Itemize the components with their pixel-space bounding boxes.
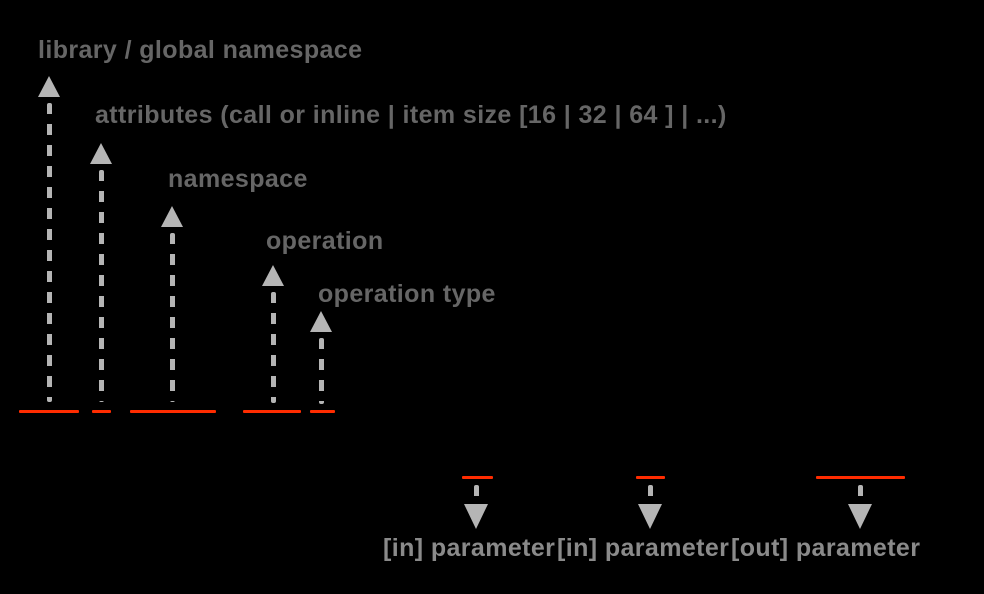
red-underline-library bbox=[19, 410, 79, 413]
up-arrow-icon-operation-type bbox=[310, 311, 332, 332]
up-arrow-icon-attributes bbox=[90, 143, 112, 164]
label-operation: operation bbox=[266, 227, 384, 255]
label-library-global-namespace: library / global namespace bbox=[38, 36, 363, 64]
label-attributes: attributes (call or inline | item size [… bbox=[95, 101, 727, 129]
down-arrow-icon-in-parameter-2 bbox=[638, 504, 662, 529]
label-in-parameter-1: [in] parameter bbox=[383, 534, 556, 562]
label-in-parameter-2: [in] parameter bbox=[557, 534, 730, 562]
red-underline-in-parameter-2 bbox=[636, 476, 665, 479]
label-operation-type: operation type bbox=[318, 280, 496, 308]
red-underline-in-parameter-1 bbox=[462, 476, 493, 479]
red-underline-operation bbox=[243, 410, 301, 413]
down-arrow-icon-out-parameter bbox=[848, 504, 872, 529]
up-arrow-icon-operation bbox=[262, 265, 284, 286]
label-namespace: namespace bbox=[168, 165, 308, 193]
red-underline-operation-type bbox=[310, 410, 335, 413]
up-arrow-tail-attributes bbox=[99, 170, 104, 402]
red-underline-attributes bbox=[92, 410, 111, 413]
down-arrow-tail-out-parameter bbox=[858, 485, 863, 500]
red-underline-namespace bbox=[130, 410, 216, 413]
up-arrow-icon-library bbox=[38, 76, 60, 97]
up-arrow-icon-namespace bbox=[161, 206, 183, 227]
up-arrow-tail-library bbox=[47, 103, 52, 402]
up-arrow-tail-operation-type bbox=[319, 338, 324, 404]
down-arrow-tail-in-parameter-2 bbox=[648, 485, 653, 500]
label-out-parameter: [out] parameter bbox=[731, 534, 921, 562]
down-arrow-tail-in-parameter-1 bbox=[474, 485, 479, 500]
red-underline-out-parameter bbox=[816, 476, 905, 479]
up-arrow-tail-namespace bbox=[170, 233, 175, 402]
down-arrow-icon-in-parameter-1 bbox=[464, 504, 488, 529]
up-arrow-tail-operation bbox=[271, 292, 276, 403]
